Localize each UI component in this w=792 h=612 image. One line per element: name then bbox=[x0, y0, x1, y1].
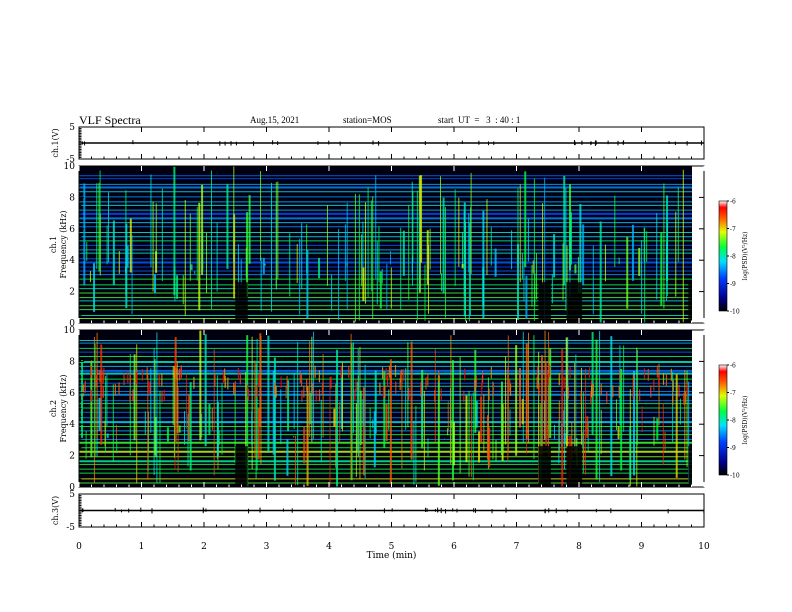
x-tick-label: 0 bbox=[76, 542, 82, 552]
x-tick-label: 9 bbox=[639, 542, 645, 552]
y-axis-label-line: ch.1(V) bbox=[51, 128, 60, 157]
date-label: Aug.15, 2021 bbox=[250, 115, 300, 125]
y-axis-label: ch.2Frequency (kHz) bbox=[49, 374, 68, 442]
dropout-region bbox=[538, 446, 551, 487]
x-tick-label: 6 bbox=[451, 542, 457, 552]
y-tick-label: 6 bbox=[69, 225, 75, 235]
x-tick-label: 5 bbox=[389, 542, 395, 552]
colorbar-gradient bbox=[718, 364, 728, 476]
y-tick-label: -5 bbox=[66, 155, 75, 165]
y-tick-label: 10 bbox=[64, 326, 76, 336]
ch2-spectrogram bbox=[78, 329, 705, 488]
y-axis-label-line: Frequency (kHz) bbox=[59, 210, 68, 278]
y-axis-label-line: ch.3(V) bbox=[51, 496, 60, 525]
y-tick-label: -5 bbox=[66, 523, 75, 533]
x-tick-label: 7 bbox=[514, 542, 520, 552]
dropout-region bbox=[566, 282, 583, 323]
y-tick-label: 5 bbox=[69, 123, 75, 133]
colorbar-tick-label: -10 bbox=[730, 309, 740, 316]
y-axis-label-line: ch.1 bbox=[49, 236, 58, 253]
y-tick-label: 4 bbox=[69, 256, 75, 266]
y-axis-label-line: Frequency (kHz) bbox=[59, 374, 68, 442]
y-tick-label: 6 bbox=[69, 389, 75, 399]
ch1-spectrogram-colorbar: -6 -7 -8 -9 -10 log(PSD)(V²/Hz) bbox=[718, 199, 749, 316]
x-tick-label: 2 bbox=[201, 542, 207, 552]
colorbar-label: log(PSD)(V²/Hz) bbox=[742, 396, 749, 445]
x-tick-label: 4 bbox=[326, 542, 332, 552]
colorbar-tick-label: -7 bbox=[730, 390, 736, 397]
y-axis-label-line: ch.2 bbox=[49, 400, 58, 417]
y-tick-label: 2 bbox=[69, 452, 75, 462]
y-tick-label: 8 bbox=[69, 193, 75, 203]
y-tick-label: 10 bbox=[64, 162, 76, 172]
y-tick-label: 4 bbox=[69, 420, 75, 430]
dropout-region bbox=[688, 446, 695, 487]
ch1-spectrogram bbox=[78, 165, 705, 324]
colorbar-tick-label: -8 bbox=[730, 418, 736, 425]
colorbar-tick-label: -8 bbox=[730, 254, 736, 261]
y-axis-label: ch.1Frequency (kHz) bbox=[49, 210, 68, 278]
start-time-label: start UT = 3 : 40 : 1 bbox=[438, 115, 521, 125]
dropout-region bbox=[538, 282, 551, 323]
x-tick-label: 1 bbox=[139, 542, 145, 552]
ch2-spectrogram-colorbar: -6 -7 -8 -9 -10 log(PSD)(V²/Hz) bbox=[718, 363, 749, 480]
colorbar-tick-label: -10 bbox=[730, 473, 740, 480]
ch1-spectrogram-blank-margin bbox=[692, 166, 704, 323]
y-axis-label: ch.3(V) bbox=[51, 496, 60, 525]
x-tick-label: 10 bbox=[698, 542, 710, 552]
colorbar-tick-label: -7 bbox=[730, 226, 736, 233]
y-tick-label: 0 bbox=[69, 483, 75, 493]
dropout-region bbox=[688, 282, 695, 323]
y-tick-label: 8 bbox=[69, 357, 75, 367]
station-label: station=MOS bbox=[343, 115, 392, 125]
y-axis-label: ch.1(V) bbox=[51, 128, 60, 157]
ch1-voltage bbox=[78, 126, 705, 160]
colorbar-tick-label: -6 bbox=[730, 363, 736, 370]
y-tick-label: 2 bbox=[69, 288, 75, 298]
dropout-region bbox=[235, 282, 248, 323]
colorbar-tick-label: -9 bbox=[730, 445, 736, 452]
ch2-spectrogram-blank-margin bbox=[692, 330, 704, 487]
colorbar-tick-label: -6 bbox=[730, 199, 736, 206]
dropout-region bbox=[235, 446, 248, 487]
y-tick-label: 0 bbox=[69, 319, 75, 329]
chart-title: VLF Spectra bbox=[79, 113, 141, 127]
x-tick-label: 3 bbox=[264, 542, 270, 552]
colorbar-tick-label: -9 bbox=[730, 281, 736, 288]
ch3-voltage bbox=[78, 493, 705, 528]
x-tick-label: 8 bbox=[576, 542, 582, 552]
dropout-region bbox=[566, 446, 583, 487]
y-tick-label: 5 bbox=[69, 490, 75, 500]
colorbar-label: log(PSD)(V²/Hz) bbox=[742, 232, 749, 281]
x-axis-label: Time (min) bbox=[367, 550, 417, 561]
colorbar-gradient bbox=[718, 200, 728, 312]
